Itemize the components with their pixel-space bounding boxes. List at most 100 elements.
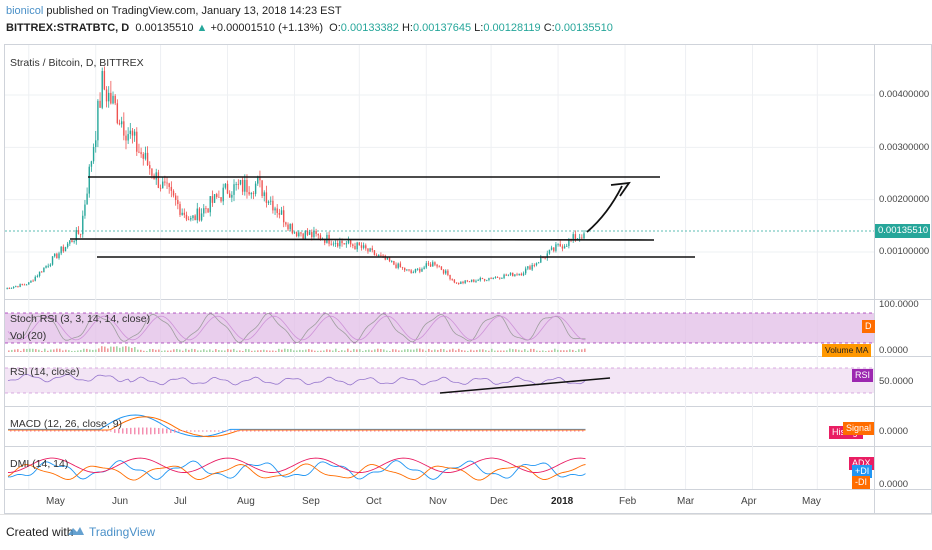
candle-body xyxy=(470,279,473,282)
candle-body xyxy=(138,151,140,153)
volume-bar xyxy=(308,349,310,352)
candle-body xyxy=(146,152,149,166)
candle-body xyxy=(10,287,13,289)
histogram-bar xyxy=(266,430,268,432)
candle-body xyxy=(341,241,343,244)
tradingview-link[interactable]: TradingView xyxy=(89,525,156,539)
volume-bar xyxy=(38,349,40,352)
volume-bar xyxy=(551,350,553,352)
candle-body xyxy=(349,240,352,245)
volume-bar xyxy=(563,350,565,352)
volume-bar xyxy=(347,348,349,352)
candle-body xyxy=(88,166,90,194)
x-tick-label: Feb xyxy=(619,496,637,507)
histogram-bar xyxy=(330,430,332,432)
histogram-bar xyxy=(22,430,24,432)
candle-body xyxy=(252,193,255,194)
histogram-bar xyxy=(430,430,432,432)
volume-bar xyxy=(284,348,286,352)
candle-body xyxy=(492,277,494,279)
candle-body xyxy=(468,281,471,283)
candle-body xyxy=(172,190,175,196)
rsi-trendline xyxy=(439,377,611,394)
volume-bar xyxy=(524,349,526,352)
volume-bar xyxy=(137,349,139,352)
candle-body xyxy=(19,284,21,288)
volume-bar xyxy=(506,350,508,352)
histogram-bar xyxy=(378,430,380,432)
histogram-bar xyxy=(186,430,188,432)
candle-body xyxy=(352,244,354,246)
volume-bar xyxy=(167,350,169,352)
volume-bar xyxy=(290,348,292,352)
candle-body xyxy=(546,253,548,259)
volume-bar xyxy=(419,348,421,352)
candle-body xyxy=(455,282,458,284)
dmi-tick: 0.0000 xyxy=(879,479,909,490)
histogram-bar xyxy=(122,428,124,434)
volume-bar xyxy=(374,349,376,352)
candle-body xyxy=(144,152,147,159)
volume-bar xyxy=(293,350,295,352)
candle-body xyxy=(399,263,402,268)
tradingview-logo-icon[interactable] xyxy=(67,524,85,538)
volume-bar xyxy=(446,350,448,352)
histogram-bar xyxy=(182,430,184,432)
volume-bar xyxy=(572,349,574,352)
candle-body xyxy=(391,260,393,262)
histogram-bar xyxy=(158,428,160,434)
price-axis-separator xyxy=(874,44,875,514)
histogram-bar xyxy=(98,430,100,432)
histogram-bar xyxy=(414,430,416,432)
price-change: +0.00001510 (+1.13%) xyxy=(210,22,324,34)
volume-bar xyxy=(170,350,172,352)
volume-bar xyxy=(479,349,481,352)
candle-body xyxy=(466,280,469,282)
candle-body xyxy=(77,230,80,234)
candle-body xyxy=(501,278,503,279)
volume-bar xyxy=(146,350,148,352)
candle-body xyxy=(499,277,501,279)
histogram-bar xyxy=(558,430,560,432)
candle-body xyxy=(457,282,460,284)
candle-body xyxy=(488,278,490,280)
candle-body xyxy=(360,245,363,248)
author-link[interactable]: bionicol xyxy=(6,5,44,17)
histogram-bar xyxy=(518,430,520,432)
candle-body xyxy=(427,263,430,265)
volume-bar xyxy=(65,349,67,352)
candle-body xyxy=(440,266,443,270)
histogram-bar xyxy=(470,430,472,432)
candle-body xyxy=(127,134,129,141)
candle-body xyxy=(56,253,58,259)
histogram-bar xyxy=(494,430,496,432)
volume-bar xyxy=(176,348,178,352)
histogram-bar xyxy=(374,430,376,432)
histogram-bar xyxy=(270,430,272,432)
volume-bar xyxy=(95,349,97,352)
volume-bar xyxy=(182,350,184,352)
candle-body xyxy=(347,240,350,244)
volume-bar xyxy=(179,349,181,352)
candle-body xyxy=(21,284,23,285)
volume-ma-badge: Volume MA xyxy=(822,344,872,357)
candle-body xyxy=(211,196,214,203)
volume-bar xyxy=(131,347,133,352)
histogram-bar xyxy=(230,430,232,432)
volume-bar xyxy=(275,350,277,352)
candle-body xyxy=(265,192,268,203)
candle-body xyxy=(276,208,278,214)
stoch-d-line xyxy=(7,315,586,341)
histogram-bar xyxy=(326,430,328,432)
candle-body xyxy=(151,168,153,176)
volume-bar xyxy=(425,350,427,352)
candle-body xyxy=(533,265,536,266)
candle-body xyxy=(23,284,26,286)
candle-body xyxy=(371,248,373,251)
candle-body xyxy=(220,197,222,202)
x-tick-label: May xyxy=(46,496,65,507)
histogram-bar xyxy=(250,430,252,432)
histogram-bar xyxy=(386,430,388,432)
candle-body xyxy=(308,232,311,235)
